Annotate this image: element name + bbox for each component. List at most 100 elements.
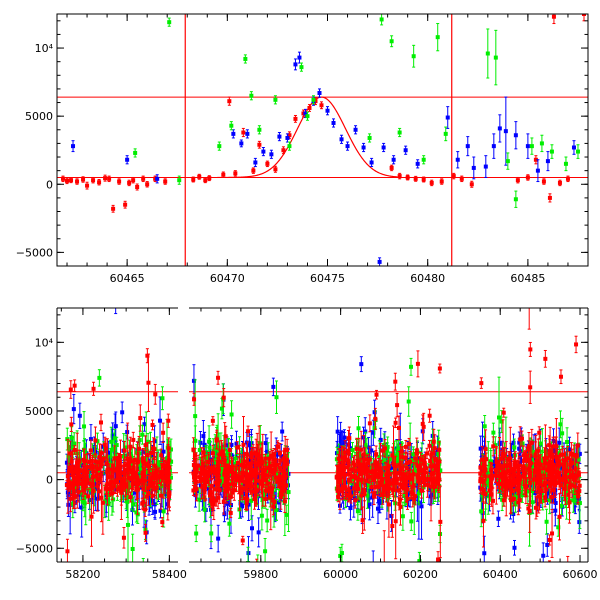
- data-point-marker: [325, 108, 330, 113]
- data-point-marker: [533, 157, 538, 162]
- data-point-marker: [122, 463, 127, 468]
- data-point-marker: [150, 453, 155, 458]
- data-point-marker: [379, 17, 384, 22]
- data-point-marker: [497, 126, 502, 131]
- data-point: [293, 114, 298, 123]
- data-point-marker: [305, 114, 310, 119]
- data-point: [143, 502, 148, 517]
- data-point-marker: [105, 469, 110, 474]
- data-point-marker: [69, 422, 74, 427]
- top-y-tick-label: 5000: [25, 110, 53, 123]
- data-point: [565, 175, 570, 183]
- data-point: [160, 517, 165, 528]
- data-point: [403, 145, 408, 155]
- data-point-marker: [125, 456, 130, 461]
- data-point-marker: [389, 165, 394, 170]
- data-point: [149, 441, 154, 465]
- data-point-marker: [287, 133, 292, 138]
- data-point-marker: [177, 178, 182, 183]
- data-point-marker: [266, 489, 271, 494]
- data-point-marker: [244, 501, 249, 506]
- data-point: [305, 111, 310, 121]
- data-point-marker: [150, 493, 155, 498]
- data-point: [197, 173, 202, 180]
- data-point-marker: [249, 93, 254, 98]
- data-point-marker: [557, 180, 562, 185]
- data-point-marker: [269, 152, 274, 157]
- data-point: [140, 424, 145, 445]
- data-point-marker: [208, 489, 213, 494]
- data-point-marker: [74, 468, 79, 473]
- data-point-marker: [219, 406, 224, 411]
- data-point-marker: [263, 549, 268, 554]
- data-point-marker: [465, 144, 470, 149]
- data-point: [451, 172, 456, 180]
- data-point-marker: [98, 463, 103, 468]
- data-point-marker: [491, 144, 496, 149]
- data-point: [257, 140, 262, 149]
- data-point-marker: [229, 412, 234, 417]
- data-point-marker: [138, 467, 143, 472]
- data-point-marker: [513, 197, 518, 202]
- data-point: [123, 473, 128, 501]
- data-point: [141, 175, 146, 183]
- blue-series: [71, 51, 576, 266]
- data-point: [133, 474, 138, 492]
- data-point: [216, 370, 221, 385]
- data-point: [257, 125, 262, 135]
- data-point: [313, 97, 318, 106]
- data-point: [133, 148, 138, 158]
- data-point-marker: [217, 144, 222, 149]
- data-point-marker: [136, 481, 141, 486]
- top-x-tick-label: 60475: [310, 272, 345, 285]
- data-point-marker: [143, 443, 148, 448]
- data-point-marker: [226, 452, 231, 457]
- data-point: [513, 121, 518, 150]
- data-point-marker: [137, 446, 142, 451]
- data-point-marker: [421, 157, 426, 162]
- data-point: [535, 159, 540, 183]
- data-point-marker: [459, 176, 464, 181]
- data-point: [152, 438, 157, 460]
- data-point: [107, 484, 112, 495]
- data-point: [123, 200, 128, 209]
- data-point: [111, 204, 116, 213]
- data-point-marker: [235, 445, 240, 450]
- data-point: [127, 179, 132, 187]
- data-point: [131, 460, 136, 488]
- data-point-marker: [131, 178, 136, 183]
- data-point-marker: [117, 465, 122, 470]
- data-point: [131, 431, 136, 449]
- data-point-marker: [221, 395, 226, 400]
- data-point: [163, 178, 168, 185]
- data-point-marker: [82, 424, 87, 429]
- data-point-marker: [67, 456, 72, 461]
- data-point-marker: [265, 161, 270, 166]
- data-point-marker: [244, 440, 249, 445]
- data-point: [155, 174, 160, 184]
- data-point: [547, 193, 552, 203]
- data-point-marker: [80, 499, 85, 504]
- data-point-marker: [307, 105, 312, 110]
- data-point-marker: [82, 477, 87, 482]
- data-point: [145, 442, 150, 468]
- data-point: [391, 155, 396, 165]
- top-x-tick-label: 60485: [510, 272, 545, 285]
- data-point-marker: [159, 472, 164, 477]
- data-point-marker: [106, 475, 111, 480]
- data-point-marker: [64, 483, 69, 488]
- data-point-marker: [251, 168, 256, 173]
- data-point: [513, 190, 518, 208]
- data-point-marker: [94, 473, 99, 478]
- data-point-marker: [221, 447, 226, 452]
- data-point-marker: [257, 142, 262, 147]
- data-point-marker: [293, 116, 298, 121]
- data-point: [107, 463, 112, 476]
- data-point-marker: [91, 469, 96, 474]
- data-point: [465, 136, 470, 157]
- data-point: [491, 133, 496, 159]
- data-point-marker: [503, 129, 508, 134]
- data-point: [77, 402, 82, 429]
- data-point-marker: [207, 445, 212, 450]
- data-point-marker: [247, 443, 252, 448]
